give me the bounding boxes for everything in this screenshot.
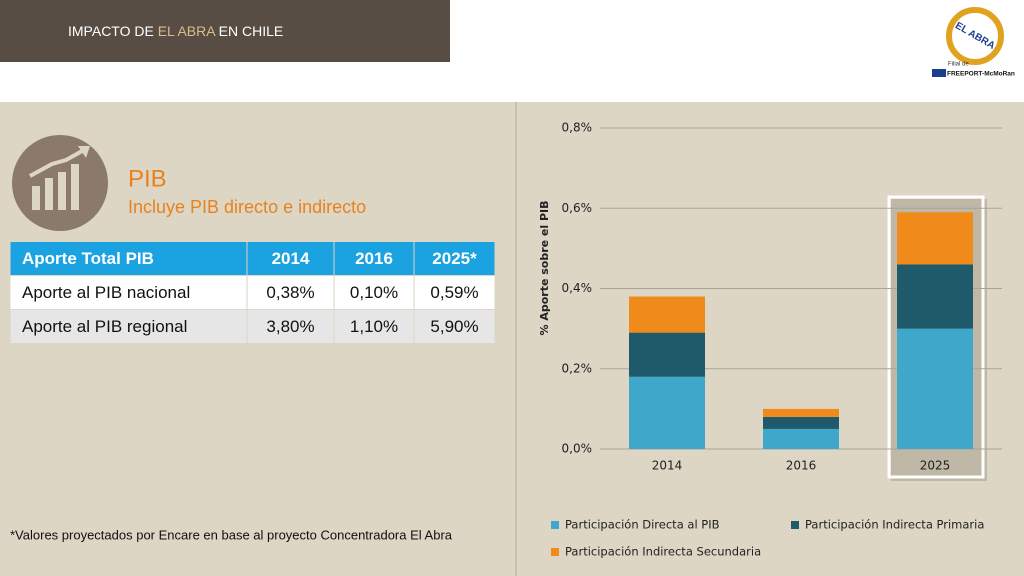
- table-cell-text: 1,10%: [350, 317, 398, 336]
- icon-bar: [58, 172, 66, 210]
- chart: 0,0% 0,2% 0,4% 0,6% 0,8% % Aporte sobre el PI…: [538, 121, 1002, 559]
- table-cell: [247, 276, 334, 309]
- y-axis-label: % Aporte sobre el PIB: [538, 200, 551, 335]
- table-cell-text: Aporte al PIB nacional: [22, 283, 190, 302]
- header-bar: [0, 0, 450, 62]
- bar-segment: [763, 428, 839, 449]
- table-cell: [247, 242, 334, 275]
- table-cell: [247, 310, 334, 343]
- table-cell-text: Aporte al PIB regional: [22, 317, 187, 336]
- legend-label: Participación Indirecta Primaria: [805, 518, 984, 532]
- table-cell-text: 0,10%: [350, 283, 398, 302]
- bar-segment: [763, 416, 839, 429]
- x-tick-label: 2016: [786, 459, 817, 473]
- logo-parent: FREEPORT-McMoRan: [947, 71, 1015, 78]
- table-header-text: 2025*: [432, 249, 477, 268]
- table-cell-text: 0,59%: [430, 283, 478, 302]
- bar-segment: [897, 264, 973, 329]
- y-tick-label: 0,2%: [562, 361, 593, 375]
- header-part: IMPACTO DE: [68, 23, 158, 39]
- table-cell-text: 3,80%: [266, 317, 314, 336]
- y-tick-label: 0,0%: [562, 442, 593, 456]
- table-header-text: Aporte Total PIB: [22, 249, 154, 268]
- legend-label: Participación Indirecta Secundaria: [565, 545, 761, 559]
- icon: [12, 135, 108, 231]
- legend-swatch: [791, 521, 799, 529]
- legend-label: Participación Directa al PIB: [565, 518, 720, 532]
- table-cell-text: 0,38%: [266, 283, 314, 302]
- table-cell: [10, 276, 247, 309]
- table-cell: [10, 242, 247, 275]
- icon-arrowhead: [78, 146, 90, 158]
- icon-bar: [45, 178, 53, 210]
- logo-box: [932, 69, 946, 77]
- table-cell: [334, 310, 414, 343]
- table-cell-text: 5,90%: [430, 317, 478, 336]
- icon-arrow: [29, 148, 85, 178]
- section-subtitle: Incluye PIB directo e indirecto: [128, 197, 366, 217]
- table: Aporte Total PIB 2014 2016 2025* Aporte al P…: [10, 242, 495, 343]
- table-cell: [414, 276, 495, 309]
- bar-segment: [629, 332, 705, 377]
- footnote: *Valores proyectados por Encare en base …: [10, 527, 453, 542]
- legend-swatch: [551, 521, 559, 529]
- table-cell: [414, 310, 495, 343]
- bar-segment: [629, 376, 705, 449]
- table-cell: [10, 310, 247, 343]
- y-tick-label: 0,6%: [562, 201, 593, 215]
- logo-subtitle: Filial de: [948, 62, 969, 68]
- legend-swatch: [551, 548, 559, 556]
- icon-bar: [32, 186, 40, 210]
- section-title: PIB: [128, 165, 167, 192]
- x-tick-label: 2014: [652, 459, 683, 473]
- y-tick-label: 0,8%: [562, 121, 593, 135]
- table-cell: [334, 242, 414, 275]
- table-cell: [334, 276, 414, 309]
- table-header-text: 2014: [272, 249, 310, 268]
- header-part: EL ABRA: [158, 23, 217, 39]
- bar-segment: [897, 212, 973, 265]
- header-title: IMPACTO DE EL ABRA EN CHILE: [68, 23, 283, 39]
- header-part: EN CHILE: [215, 23, 283, 39]
- table-header-text: 2016: [355, 249, 393, 268]
- bar-segment: [629, 296, 705, 333]
- x-tick-label: 2025: [920, 459, 951, 473]
- highlight-box: [887, 195, 985, 479]
- bar-segment: [897, 328, 973, 449]
- logo-ring: [946, 7, 1004, 65]
- bar-segment: [763, 408, 839, 417]
- y-tick-label: 0,4%: [562, 281, 593, 295]
- icon-bar: [71, 164, 79, 210]
- table-cell: [414, 242, 495, 275]
